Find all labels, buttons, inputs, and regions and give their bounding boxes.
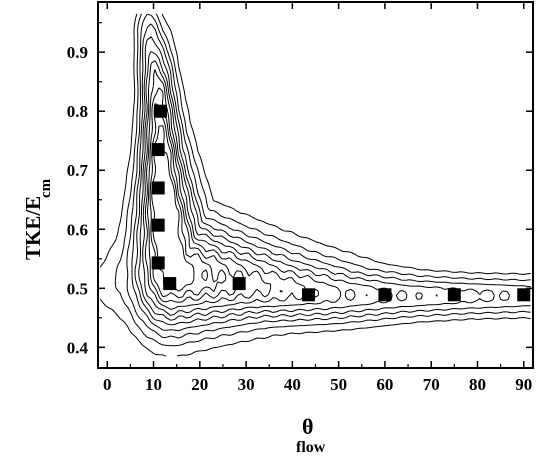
y-tick-label: 0.7 bbox=[67, 161, 89, 180]
contour-level bbox=[149, 103, 227, 299]
x-tick-label: 30 bbox=[238, 375, 255, 394]
data-points bbox=[151, 104, 531, 302]
y-axis-title: TKE/E cm bbox=[21, 178, 54, 260]
contour-level bbox=[142, 60, 319, 316]
x-axis-label: θ bbox=[302, 414, 313, 439]
contour-level bbox=[126, 13, 531, 339]
y-tick-label: 0.5 bbox=[67, 279, 88, 298]
contour-lines bbox=[99, 13, 531, 357]
y-tick-label: 0.4 bbox=[67, 338, 89, 357]
x-tick-label: 0 bbox=[103, 375, 112, 394]
x-tick-label: 10 bbox=[145, 375, 162, 394]
data-point-marker bbox=[151, 256, 165, 270]
contour-level bbox=[114, 13, 531, 347]
contour-level bbox=[138, 51, 368, 321]
data-point-marker bbox=[153, 104, 167, 118]
x-tick-label: 70 bbox=[423, 375, 440, 394]
data-point-marker bbox=[151, 181, 165, 195]
x-tick-label: 90 bbox=[515, 375, 532, 394]
y-axis-label-subscript: cm bbox=[38, 178, 54, 198]
y-tick-label: 0.8 bbox=[67, 102, 88, 121]
x-axis-title: θ flow bbox=[296, 414, 326, 456]
x-tick-label: 20 bbox=[191, 375, 208, 394]
y-axis-label: TKE/E bbox=[21, 196, 45, 260]
x-tick-label: 60 bbox=[376, 375, 393, 394]
data-point-marker bbox=[517, 288, 531, 302]
contour-level bbox=[134, 36, 438, 326]
data-point-marker bbox=[163, 277, 177, 291]
contour-level bbox=[99, 13, 531, 357]
x-tick-label: 80 bbox=[469, 375, 486, 394]
data-point-marker bbox=[151, 143, 165, 157]
data-point-marker bbox=[151, 218, 165, 232]
x-tick-label: 40 bbox=[284, 375, 301, 394]
axis-ticks: 0 10 20 30 40 50 60 70 80 90 0.4 0.5 0.6 0.7 0.8 0.9 bbox=[67, 2, 533, 394]
contour-level bbox=[147, 87, 245, 303]
data-point-marker bbox=[302, 288, 316, 302]
x-axis-label-subscript: flow bbox=[296, 439, 326, 456]
x-tick-label: 50 bbox=[330, 375, 347, 394]
y-tick-label: 0.6 bbox=[67, 220, 88, 239]
data-point-marker bbox=[378, 288, 392, 302]
y-tick-label: 0.9 bbox=[67, 43, 88, 62]
data-point-marker bbox=[232, 277, 246, 291]
data-point-marker bbox=[447, 288, 461, 302]
